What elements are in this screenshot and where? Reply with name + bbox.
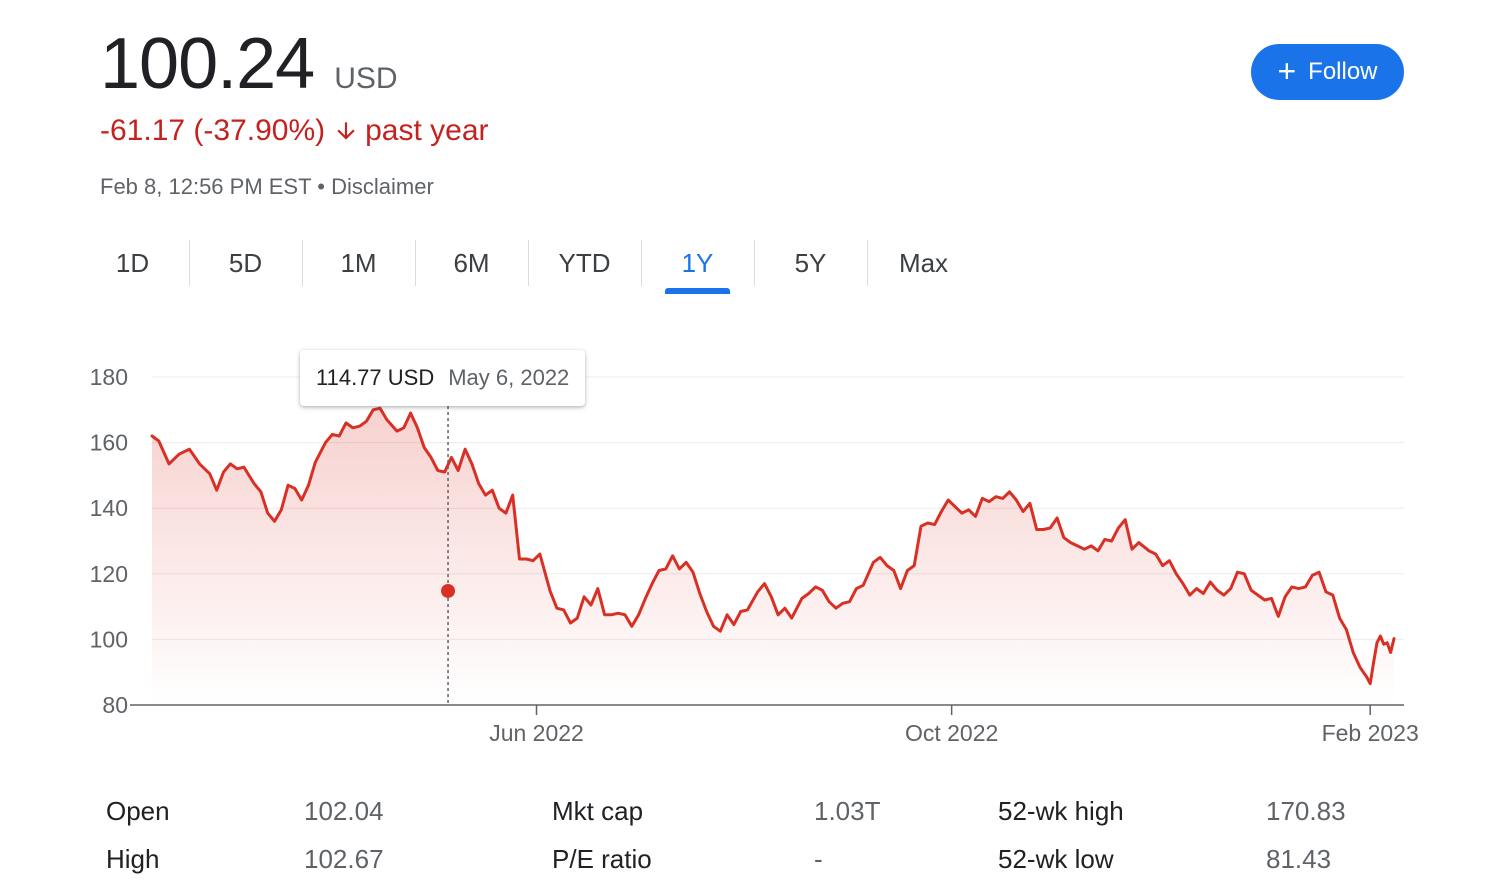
stat-label-p-e-ratio: P/E ratio (552, 844, 652, 874)
y-tick-label: 100 (90, 626, 128, 652)
separator-dot: • (317, 174, 325, 199)
x-tick-label: Oct 2022 (905, 720, 998, 746)
timestamp: Feb 8, 12:56 PM EST (100, 174, 312, 199)
stats-table: Open 102.04 Mkt cap 1.03T 52-wk high 170.83 Hi… (106, 792, 1406, 888)
range-tabs: 1D 5D 1M 6M YTD 1Y 5Y Max (76, 238, 980, 294)
x-tick-label: Feb 2023 (1322, 720, 1419, 746)
tab-ytd[interactable]: YTD (528, 238, 641, 288)
currency-label: USD (334, 62, 398, 95)
stat-value-52-wk-low: 81.43 (1266, 844, 1332, 874)
price-change: -61.17 (-37.90%) past year (100, 114, 489, 148)
tooltip-value: 114.77 USD (316, 365, 435, 390)
current-price: 100.24 (100, 24, 315, 104)
follow-button[interactable]: + Follow (1251, 44, 1404, 100)
stat-value-open: 102.04 (304, 796, 384, 826)
chart-tooltip: 114.77 USD May 6, 2022 (300, 350, 586, 406)
y-tick-label: 80 (102, 692, 128, 718)
y-tick-label: 160 (90, 430, 128, 456)
stats-row: Open 102.04 Mkt cap 1.03T 52-wk high 170.83 (106, 792, 1406, 840)
plus-icon: + (1277, 52, 1297, 89)
tab-max[interactable]: Max (867, 238, 980, 288)
stat-label-open: Open (106, 796, 170, 826)
price-chart[interactable]: 80 100 120 140 160 180 Jun 2022 Oct 2022 Feb 20… (0, 330, 1498, 760)
follow-label: Follow (1308, 58, 1378, 85)
change-value: -61.17 (-37.90%) (100, 114, 326, 147)
stat-label-52-wk-low: 52-wk low (998, 844, 1114, 874)
stat-label-high: High (106, 844, 160, 874)
stat-value-p-e-ratio: - (814, 844, 823, 874)
tooltip-date: May 6, 2022 (448, 365, 570, 390)
price-line (150, 406, 1396, 686)
tab-5y[interactable]: 5Y (754, 238, 867, 288)
y-tick-label: 120 (90, 561, 128, 587)
stat-label-52-wk-high: 52-wk high (998, 796, 1124, 826)
stat-value-mkt-cap: 1.03T (814, 796, 881, 826)
hover-point (441, 583, 456, 598)
disclaimer-link[interactable]: Disclaimer (331, 174, 434, 199)
stat-value-52-wk-high: 170.83 (1266, 796, 1346, 826)
tab-5d[interactable]: 5D (189, 238, 302, 288)
tab-6m[interactable]: 6M (415, 238, 528, 288)
tab-1y[interactable]: 1Y (641, 238, 754, 294)
y-tick-label: 140 (90, 495, 128, 521)
stat-value-high: 102.67 (304, 844, 384, 874)
y-tick-label: 180 (90, 364, 128, 390)
x-axis-labels: Jun 2022 Oct 2022 Feb 2023 (489, 705, 1419, 746)
price-area (152, 408, 1394, 705)
stat-label-mkt-cap: Mkt cap (552, 796, 644, 826)
tab-1d[interactable]: 1D (115, 247, 150, 278)
x-tick-label: Jun 2022 (489, 720, 584, 746)
tab-1m[interactable]: 1M (302, 238, 415, 288)
price-header: 100.24 USD (100, 22, 398, 106)
arrow-down-icon (337, 122, 355, 140)
change-period: past year (365, 114, 489, 147)
stats-row: High 102.67 P/E ratio - 52-wk low 81.43 (106, 840, 1406, 888)
price-timestamp-line: Feb 8, 12:56 PM EST • Disclaimer (100, 174, 434, 200)
y-axis-labels: 80 100 120 140 160 180 (90, 364, 128, 718)
